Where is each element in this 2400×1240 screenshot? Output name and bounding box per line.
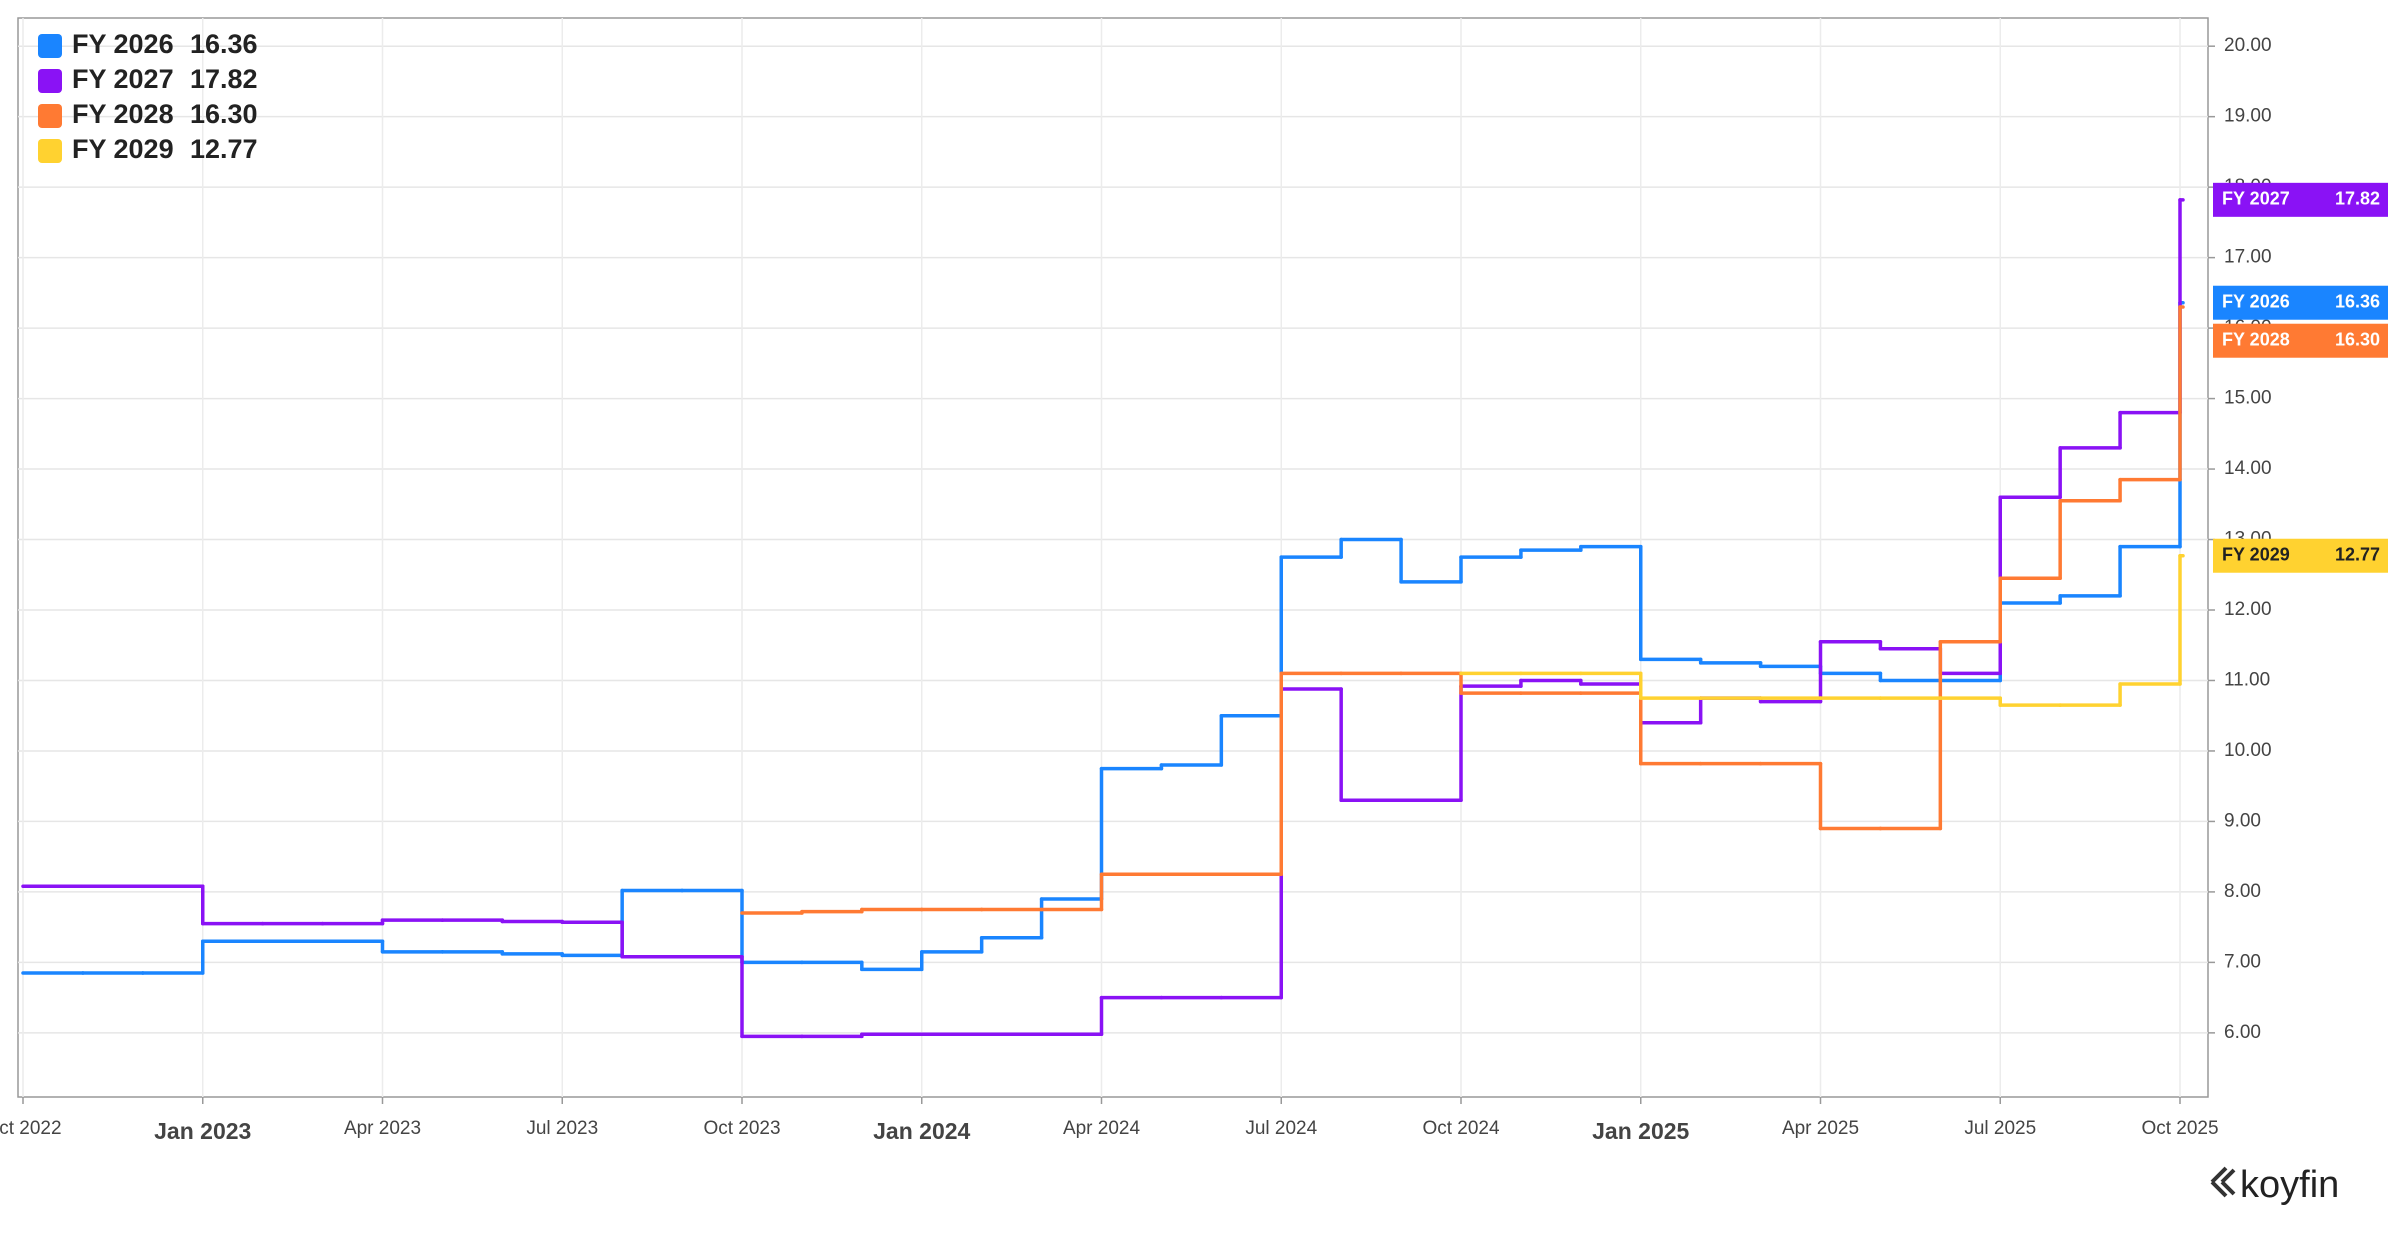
legend-swatch — [38, 139, 62, 163]
legend-swatch — [38, 69, 62, 93]
legend-value: 12.77 — [190, 134, 258, 164]
x-tick-label: Oct 2023 — [703, 1118, 780, 1139]
x-tick-label: Jan 2023 — [154, 1118, 251, 1144]
end-label-box — [2213, 323, 2388, 358]
watermark: koyfin — [2210, 1164, 2339, 1206]
end-label-name: FY 2029 — [2222, 544, 2290, 564]
end-label-name: FY 2028 — [2222, 329, 2290, 349]
x-tick-label: Apr 2023 — [344, 1118, 421, 1139]
y-tick-label: 10.00 — [2224, 740, 2272, 761]
x-tick-label: Jul 2024 — [1245, 1118, 1317, 1139]
y-tick-label: 20.00 — [2224, 35, 2272, 56]
end-label-name: FY 2027 — [2222, 189, 2290, 209]
x-tick-label: Apr 2024 — [1063, 1118, 1141, 1139]
y-tick-label: 17.00 — [2224, 247, 2272, 268]
x-tick-label: Jul 2025 — [1964, 1118, 2036, 1139]
x-tick-label: Jul 2023 — [526, 1118, 598, 1139]
series — [740, 305, 2185, 915]
x-tick-label: Jan 2024 — [873, 1118, 970, 1144]
end-label-box — [2213, 285, 2388, 320]
end-label: FY 2029 12.77 — [2213, 538, 2388, 573]
x-tick-label: Oct 2025 — [2141, 1118, 2218, 1139]
end-label-name: FY 2026 — [2222, 291, 2290, 311]
end-label: FY 2028 16.30 — [2213, 323, 2388, 358]
end-label-value: 16.30 — [2335, 329, 2380, 349]
end-label-value: 16.36 — [2335, 291, 2380, 311]
series — [21, 300, 2185, 975]
x-tick-label: Jan 2025 — [1592, 1118, 1689, 1144]
y-tick-label: 8.00 — [2224, 881, 2261, 902]
legend-name: FY 2029 — [72, 134, 174, 164]
legend: FY 2026 16.36 FY 2027 17.82 FY 2028 16.30 FY 2… — [38, 29, 258, 164]
x-tick-label: Oct 2022 — [0, 1118, 62, 1139]
legend-value: 17.82 — [190, 64, 258, 94]
y-tick-label: 15.00 — [2224, 388, 2272, 409]
legend-value: 16.36 — [190, 29, 258, 59]
end-label-box — [2213, 538, 2388, 573]
legend-name: FY 2027 — [72, 64, 174, 94]
y-tick-label: 9.00 — [2224, 810, 2261, 831]
end-label: FY 2027 17.82 — [2213, 182, 2388, 217]
y-tick-label: 19.00 — [2224, 106, 2272, 127]
series — [21, 198, 2185, 1039]
y-tick-label: 7.00 — [2224, 951, 2261, 972]
logo-icon — [2210, 1166, 2236, 1198]
y-tick-label: 6.00 — [2224, 1022, 2261, 1043]
logo-text: koyfin — [2240, 1164, 2339, 1206]
legend-name: FY 2028 — [72, 99, 174, 129]
y-tick-label: 12.00 — [2224, 599, 2272, 620]
y-tick-label: 14.00 — [2224, 458, 2272, 479]
y-tick-label: 11.00 — [2224, 669, 2270, 690]
end-label-box — [2213, 182, 2388, 217]
end-label-value: 12.77 — [2335, 544, 2380, 564]
legend-value: 16.30 — [190, 99, 258, 129]
legend-name: FY 2026 — [72, 29, 174, 59]
x-tick-label: Oct 2024 — [1422, 1118, 1500, 1139]
plot-frame — [17, 17, 2209, 1098]
legend-swatch — [38, 34, 62, 58]
x-tick-label: Apr 2025 — [1782, 1118, 1859, 1139]
legend-swatch — [38, 104, 62, 128]
end-label-value: 17.82 — [2335, 189, 2380, 209]
series — [1459, 553, 2185, 707]
end-label: FY 2026 16.36 — [2213, 285, 2388, 320]
